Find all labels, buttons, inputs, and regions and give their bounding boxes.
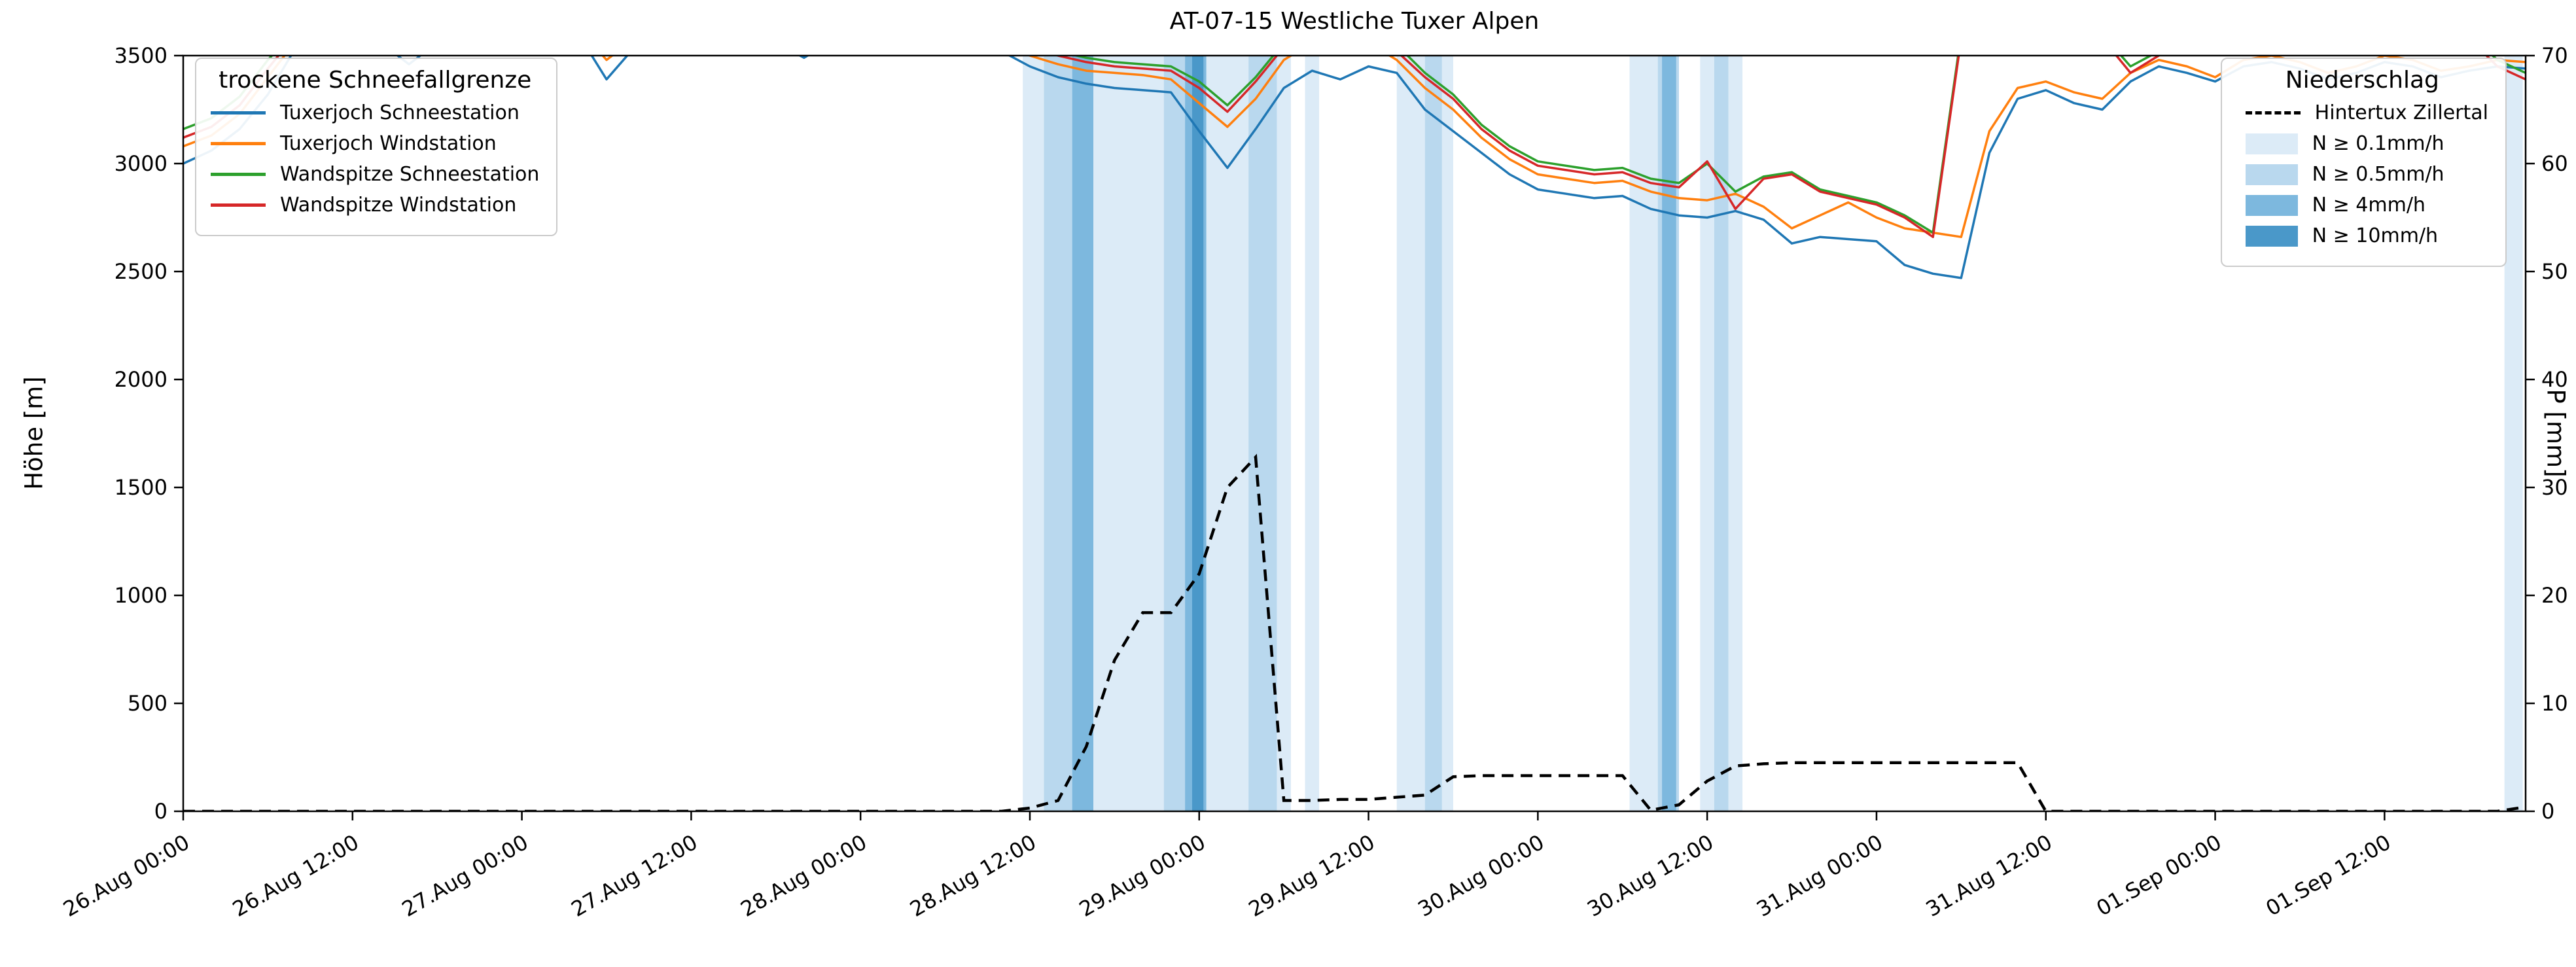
x-tick-label: 29.Aug 12:00 <box>1244 830 1379 922</box>
precip-band <box>1305 56 1320 811</box>
x-tick-label: 28.Aug 00:00 <box>736 830 871 922</box>
legend-item-tuxerjoch-schneestation: Tuxerjoch Schneestation <box>211 101 539 124</box>
line-swatch-icon <box>211 203 266 207</box>
legend-item-hintertux-zillertal: Hintertux Zillertal <box>2245 101 2488 124</box>
precip-bands <box>1023 56 2523 811</box>
x-tick-label: 01.Sep 00:00 <box>2092 830 2226 921</box>
legend-label: Hintertux Zillertal <box>2314 101 2488 124</box>
y-left-tick-label: 1000 <box>115 583 168 608</box>
y-right-tick-label: 40 <box>2541 367 2568 392</box>
y-axis-label-left: Höhe [m] <box>20 376 48 490</box>
precip-band <box>1044 56 1072 811</box>
chart-title: AT-07-15 Westliche Tuxer Alpen <box>1169 8 1540 35</box>
y-right-tick-label: 0 <box>2541 799 2554 824</box>
line-swatch-icon <box>211 111 266 114</box>
x-tick-label: 26.Aug 12:00 <box>228 830 363 922</box>
legend-snowline-title: trockene Schneefallgrenze <box>219 67 532 94</box>
precip-band <box>1714 56 1729 811</box>
legend-label: Tuxerjoch Windstation <box>280 132 497 155</box>
legend-label: N ≥ 4mm/h <box>2312 194 2426 217</box>
y-left-tick-label: 2500 <box>115 259 168 284</box>
patch-swatch-icon <box>2245 133 2298 154</box>
precip-band <box>2504 56 2523 811</box>
y-left-tick-label: 2000 <box>115 367 168 392</box>
line-swatch-icon <box>211 173 266 176</box>
y-axis-label-right: P [mm] <box>2541 389 2570 478</box>
precip-band <box>1424 56 1442 811</box>
y-right-tick-label: 50 <box>2541 259 2568 284</box>
legend-item-n-4: N ≥ 4mm/h <box>2245 194 2488 217</box>
precip-line <box>183 453 2526 811</box>
legend-snowline: trockene Schneefallgrenze Tuxerjoch Schn… <box>195 58 558 236</box>
series-lines <box>183 56 2526 279</box>
x-tick-label: 31.Aug 12:00 <box>1922 830 2056 922</box>
legend-item-wandspitze-windstation: Wandspitze Windstation <box>211 194 539 217</box>
plot-border <box>182 54 2527 813</box>
y-right-tick-label: 10 <box>2541 691 2568 716</box>
legend-label: N ≥ 0.5mm/h <box>2312 163 2444 186</box>
y-left-tick-label: 3500 <box>115 43 168 68</box>
legend-item-n-0-1: N ≥ 0.1mm/h <box>2245 132 2488 155</box>
legend-item-wandspitze-schneestation: Wandspitze Schneestation <box>211 163 539 186</box>
line-swatch-icon <box>211 142 266 145</box>
x-tick-label: 26.Aug 00:00 <box>59 830 194 922</box>
legend-label: Tuxerjoch Schneestation <box>280 101 520 124</box>
legend-item-n-0-5: N ≥ 0.5mm/h <box>2245 163 2488 186</box>
legend-item-tuxerjoch-windstation: Tuxerjoch Windstation <box>211 132 539 155</box>
legend-label: N ≥ 10mm/h <box>2312 224 2439 247</box>
x-tick-label: 29.Aug 00:00 <box>1075 830 1210 922</box>
x-tick-label: 01.Sep 12:00 <box>2261 830 2395 921</box>
y-right-tick-label: 60 <box>2541 151 2568 176</box>
dashed-line-swatch-icon <box>2245 111 2301 114</box>
patch-swatch-icon <box>2245 164 2298 185</box>
y-right-tick-label: 30 <box>2541 475 2568 500</box>
y-left-tick-label: 3000 <box>115 151 168 176</box>
series-line <box>183 56 2526 234</box>
precip-band <box>1629 56 1658 811</box>
y-right-tick-label: 70 <box>2541 43 2568 68</box>
patch-swatch-icon <box>2245 225 2298 247</box>
legend-item-n-10: N ≥ 10mm/h <box>2245 224 2488 247</box>
precip-band <box>1072 56 1094 811</box>
x-tick-label: 27.Aug 12:00 <box>567 830 702 922</box>
legend-precipitation-title: Niederschlag <box>2285 67 2439 94</box>
legend-label: N ≥ 0.1mm/h <box>2312 132 2444 155</box>
x-tick-label: 30.Aug 12:00 <box>1583 830 1718 922</box>
precip-band <box>1248 56 1277 811</box>
series-line <box>183 56 2526 238</box>
y-left-tick-label: 500 <box>128 691 168 716</box>
axis-ticks <box>174 54 2535 820</box>
y-left-tick-label: 1500 <box>115 475 168 500</box>
y-right-tick-label: 20 <box>2541 583 2568 608</box>
series-line <box>183 56 2526 279</box>
precip-band <box>1191 56 1204 811</box>
legend-label: Wandspitze Schneestation <box>280 163 540 186</box>
y-left-tick-label: 0 <box>154 799 168 824</box>
x-tick-label: 30.Aug 00:00 <box>1414 830 1549 922</box>
patch-swatch-icon <box>2245 194 2298 216</box>
precip-band <box>1662 56 1676 811</box>
legend-label: Wandspitze Windstation <box>280 194 517 217</box>
legend-precipitation: Niederschlag Hintertux Zillertal N ≥ 0.1… <box>2220 58 2507 267</box>
x-tick-label: 28.Aug 12:00 <box>906 830 1040 922</box>
x-tick-label: 27.Aug 00:00 <box>398 830 533 922</box>
x-tick-label: 31.Aug 00:00 <box>1752 830 1887 922</box>
